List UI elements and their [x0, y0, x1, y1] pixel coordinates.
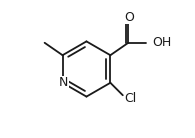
Text: OH: OH	[152, 36, 171, 49]
Text: N: N	[58, 76, 68, 89]
Text: O: O	[125, 11, 135, 24]
Text: Cl: Cl	[124, 92, 136, 105]
